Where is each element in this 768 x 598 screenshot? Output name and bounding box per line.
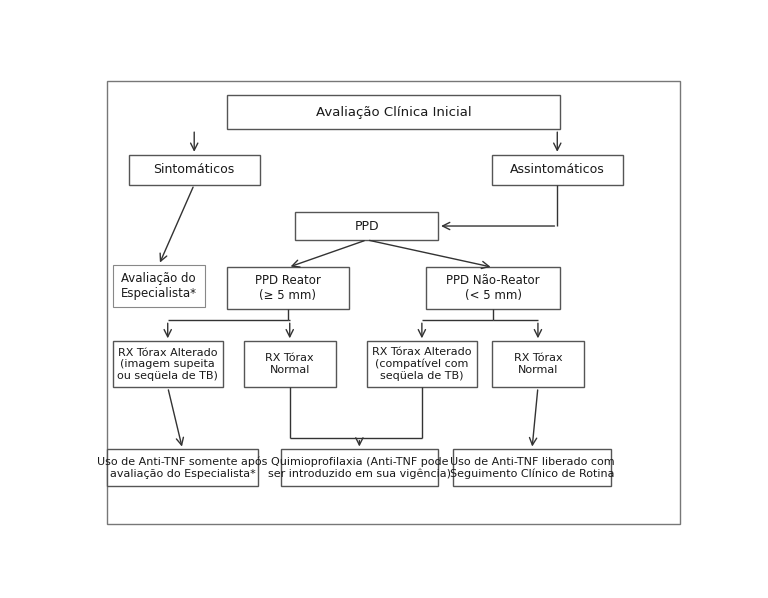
Bar (296, 212, 439, 240)
Bar (280, 449, 439, 486)
Bar (492, 155, 623, 185)
Text: PPD: PPD (355, 219, 379, 233)
Text: PPD Não-Reator
(< 5 mm): PPD Não-Reator (< 5 mm) (446, 274, 540, 302)
Text: RX Tórax Alterado
(compatível com
seqüela de TB): RX Tórax Alterado (compatível com seqüel… (372, 347, 472, 381)
Text: RX Tórax
Normal: RX Tórax Normal (266, 353, 314, 375)
Bar (129, 155, 260, 185)
Bar (367, 341, 477, 387)
Text: Avaliação Clínica Inicial: Avaliação Clínica Inicial (316, 106, 472, 118)
Bar (426, 267, 561, 309)
Text: PPD Reator
(≥ 5 mm): PPD Reator (≥ 5 mm) (255, 274, 321, 302)
Text: Sintomáticos: Sintomáticos (154, 163, 235, 176)
Bar (492, 341, 584, 387)
Text: Uso de Anti-TNF liberado com
Seguimento Clínico de Rotina: Uso de Anti-TNF liberado com Seguimento … (450, 457, 614, 479)
Bar (107, 449, 259, 486)
Bar (227, 95, 561, 129)
Text: RX Tórax Alterado
(imagem supeita
ou seqüela de TB): RX Tórax Alterado (imagem supeita ou seq… (118, 347, 218, 381)
Text: RX Tórax
Normal: RX Tórax Normal (514, 353, 562, 375)
Text: Avaliação do
Especialista*: Avaliação do Especialista* (121, 272, 197, 300)
Bar (453, 449, 611, 486)
Bar (113, 341, 223, 387)
Bar (227, 267, 349, 309)
Bar (243, 341, 336, 387)
Bar (113, 265, 205, 307)
Text: Quimioprofilaxia (Anti-TNF pode
ser introduzido em sua vigência): Quimioprofilaxia (Anti-TNF pode ser intr… (268, 457, 451, 479)
Text: Assintomáticos: Assintomáticos (510, 163, 604, 176)
Text: Uso de Anti-TNF somente após
avaliação do Especialista*: Uso de Anti-TNF somente após avaliação d… (98, 457, 268, 479)
